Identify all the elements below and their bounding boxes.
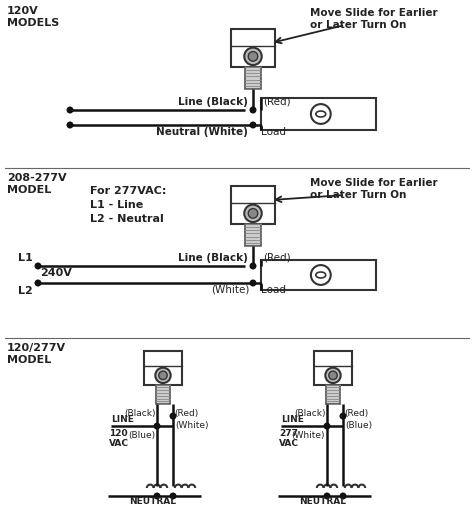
Text: (White): (White) bbox=[211, 285, 250, 295]
Circle shape bbox=[155, 368, 171, 383]
Text: Line (Black): Line (Black) bbox=[178, 97, 248, 107]
Circle shape bbox=[170, 492, 176, 499]
Circle shape bbox=[325, 368, 341, 383]
Text: Move Slide for Earlier
or Later Turn On: Move Slide for Earlier or Later Turn On bbox=[310, 178, 438, 200]
Text: Neutral (White): Neutral (White) bbox=[156, 127, 248, 137]
Text: For 277VAC:
L1 - Line
L2 - Neutral: For 277VAC: L1 - Line L2 - Neutral bbox=[90, 186, 166, 224]
Text: LINE: LINE bbox=[111, 415, 134, 424]
Circle shape bbox=[329, 371, 337, 379]
Circle shape bbox=[311, 265, 331, 285]
Circle shape bbox=[249, 121, 256, 129]
Text: Load: Load bbox=[261, 127, 286, 137]
Circle shape bbox=[66, 107, 73, 113]
Text: (White): (White) bbox=[292, 431, 325, 440]
Text: 240V: 240V bbox=[40, 268, 72, 278]
Bar bbox=[144, 351, 182, 385]
Circle shape bbox=[154, 423, 161, 430]
Text: 277
VAC: 277 VAC bbox=[279, 429, 299, 448]
Bar bbox=[156, 385, 170, 404]
Circle shape bbox=[35, 263, 42, 270]
Circle shape bbox=[323, 423, 330, 430]
Bar bbox=[245, 67, 261, 89]
Bar bbox=[261, 98, 376, 130]
Bar bbox=[231, 186, 275, 202]
Circle shape bbox=[154, 492, 161, 499]
Circle shape bbox=[249, 107, 256, 113]
Text: Load: Load bbox=[261, 285, 286, 295]
Text: (Black): (Black) bbox=[294, 409, 326, 418]
Text: (Black): (Black) bbox=[125, 409, 156, 418]
Text: (Blue): (Blue) bbox=[345, 421, 372, 430]
Bar bbox=[314, 351, 352, 385]
Circle shape bbox=[339, 492, 346, 499]
Bar bbox=[326, 385, 340, 404]
Circle shape bbox=[248, 51, 258, 61]
Text: Move Slide for Earlier
or Later Turn On: Move Slide for Earlier or Later Turn On bbox=[310, 8, 438, 29]
Circle shape bbox=[311, 104, 331, 124]
Circle shape bbox=[244, 48, 262, 65]
Circle shape bbox=[249, 263, 256, 270]
Text: NEUTRAL: NEUTRAL bbox=[300, 497, 346, 506]
Text: 120
VAC: 120 VAC bbox=[109, 429, 129, 448]
Bar bbox=[261, 260, 376, 290]
Text: 208-277V
MODEL: 208-277V MODEL bbox=[7, 173, 67, 195]
Circle shape bbox=[244, 205, 262, 222]
Circle shape bbox=[323, 492, 330, 499]
Bar bbox=[314, 351, 352, 365]
Bar bbox=[245, 224, 261, 246]
Text: 120/277V
MODEL: 120/277V MODEL bbox=[7, 343, 66, 365]
Text: L1: L1 bbox=[18, 253, 33, 263]
Text: (Red): (Red) bbox=[263, 97, 291, 107]
Text: LINE: LINE bbox=[281, 415, 304, 424]
Bar bbox=[231, 29, 275, 45]
Text: (Red): (Red) bbox=[263, 253, 291, 263]
Text: (Red): (Red) bbox=[344, 409, 368, 418]
Circle shape bbox=[248, 209, 258, 218]
Circle shape bbox=[35, 279, 42, 287]
Circle shape bbox=[170, 412, 176, 420]
Text: (White): (White) bbox=[175, 421, 209, 430]
Text: (Blue): (Blue) bbox=[128, 431, 155, 440]
Bar bbox=[231, 29, 275, 67]
Bar bbox=[144, 351, 182, 365]
Circle shape bbox=[159, 371, 167, 379]
Circle shape bbox=[249, 279, 256, 287]
Bar bbox=[231, 186, 275, 224]
Circle shape bbox=[66, 121, 73, 129]
Circle shape bbox=[339, 412, 346, 420]
Text: (Red): (Red) bbox=[174, 409, 198, 418]
Text: 120V
MODELS: 120V MODELS bbox=[7, 6, 59, 27]
Text: Line (Black): Line (Black) bbox=[178, 253, 248, 263]
Text: NEUTRAL: NEUTRAL bbox=[129, 497, 176, 506]
Text: L2: L2 bbox=[18, 286, 33, 296]
